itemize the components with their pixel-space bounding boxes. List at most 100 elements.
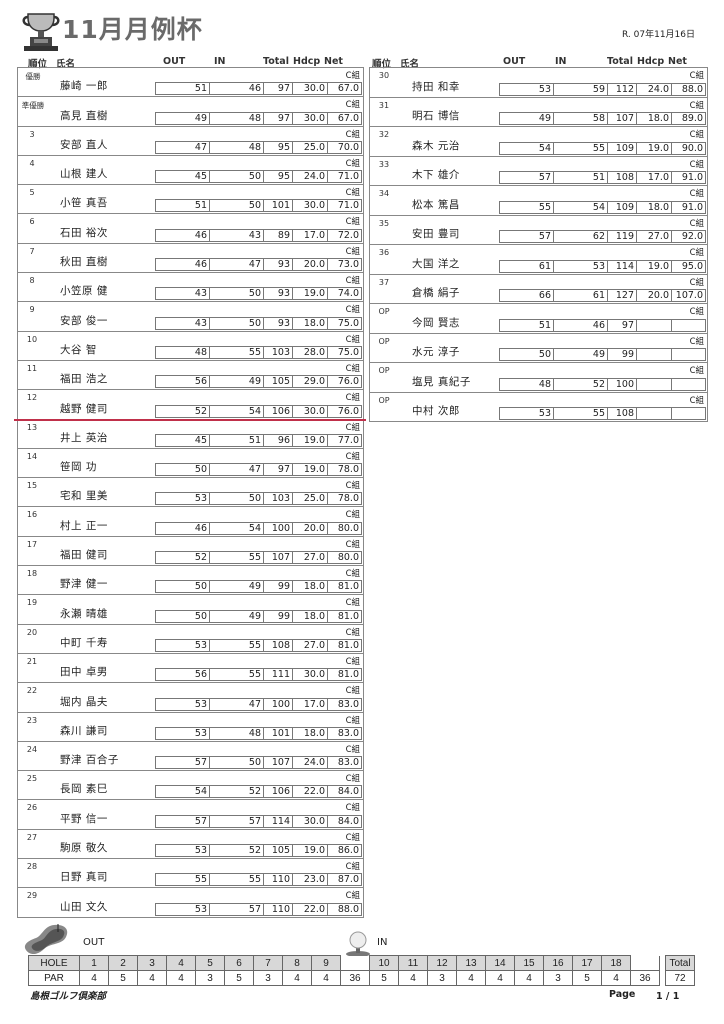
score-box: 53 55 108 27.0 81.0 [155, 638, 362, 652]
table-row: OP 水元 淳子 C組 50 49 99 [370, 334, 707, 363]
handicap: 18.0 [293, 581, 328, 593]
rank: 31 [378, 100, 390, 110]
in-score: 62 [554, 231, 608, 242]
handicap: 18.0 [293, 727, 328, 739]
total-score: 107 [264, 757, 293, 769]
table-row: 4 山根 建人 C組 45 50 95 24.0 71.0 [18, 156, 363, 186]
net-score: 83.0 [337, 698, 359, 710]
rank: 14 [26, 451, 38, 461]
group-label: C組 [345, 569, 360, 580]
rank: 28 [26, 862, 38, 872]
player-name: 木下 雄介 [412, 169, 460, 181]
par-value: 3 [253, 970, 283, 986]
net-score: 87.0 [337, 874, 359, 886]
rank: 8 [29, 276, 35, 286]
player-name: 明石 博信 [412, 110, 460, 122]
player-name: 森木 元治 [412, 139, 460, 152]
group-label: C組 [345, 100, 360, 111]
out-score: 57 [500, 231, 554, 242]
par-value: 3 [543, 970, 573, 986]
in-par-total: 36 [630, 970, 660, 986]
rank: 30 [378, 71, 390, 80]
total-score: 100 [264, 522, 293, 534]
in-score: 50 [210, 171, 264, 183]
player-name: 松本 篤昌 [412, 198, 460, 211]
player-name: 中村 次郎 [412, 405, 460, 417]
group-label: C組 [345, 656, 360, 667]
player-name: 野津 百合子 [60, 754, 119, 767]
net-score: 91.0 [681, 201, 703, 213]
score-box: 50 47 97 19.0 78.0 [155, 463, 362, 477]
golf-ball-icon [346, 931, 370, 957]
handicap [637, 408, 672, 419]
handicap: 18.0 [637, 113, 672, 124]
player-name: 水元 淳子 [412, 346, 460, 358]
out-score: 48 [156, 346, 210, 358]
group-label: C組 [345, 862, 360, 873]
out-score: 46 [156, 229, 210, 241]
rank: 4 [29, 158, 35, 168]
net-score: 80.0 [337, 522, 359, 534]
net-score: 95.0 [681, 260, 703, 272]
in-score: 55 [554, 142, 608, 154]
player-name: 駒原 敬久 [60, 842, 108, 855]
group-label: C組 [345, 891, 360, 902]
par-value: 5 [369, 970, 399, 986]
hole-number: 15 [514, 955, 544, 971]
player-name: 安部 直人 [60, 138, 108, 151]
group-label: C組 [689, 277, 704, 288]
in-score: 52 [210, 786, 264, 798]
out-score: 54 [156, 786, 210, 798]
hole-number: 4 [166, 955, 196, 971]
table-row: 21 田中 卓男 C組 56 55 111 30.0 81.0 [18, 654, 363, 684]
hole-number: 7 [253, 955, 283, 971]
score-box: 53 57 110 22.0 88.0 [155, 902, 362, 916]
table-row: 11 福田 浩之 C組 56 49 105 29.0 76.0 [18, 361, 363, 391]
net-score: 73.0 [337, 259, 359, 271]
par-value: 5 [224, 970, 254, 986]
handicap: 18.0 [637, 201, 672, 213]
handicap: 27.0 [293, 552, 328, 564]
out-score: 53 [156, 698, 210, 710]
table-row: 12 越野 健司 C組 52 54 106 30.0 76.0 [18, 390, 363, 420]
total-score: 108 [608, 172, 637, 183]
rank: 35 [378, 218, 390, 228]
table-row: 20 中町 千寿 C組 53 55 108 27.0 81.0 [18, 625, 363, 654]
net-score: 78.0 [337, 464, 359, 476]
rank: 優勝 [25, 72, 41, 81]
rank: 27 [26, 832, 38, 842]
net-score: 81.0 [337, 639, 359, 651]
in-score: 47 [210, 259, 264, 271]
table-row: 7 秋田 直樹 C組 46 47 93 20.0 73.0 [18, 244, 363, 274]
group-label: C組 [345, 744, 360, 755]
hole-number: 11 [398, 955, 428, 971]
player-name: 山田 文久 [60, 900, 108, 913]
handicap: 18.0 [293, 317, 328, 329]
in-score: 55 [210, 669, 264, 681]
header-total: Total [607, 56, 633, 67]
group-label: C組 [345, 305, 360, 316]
par-value: 4 [485, 970, 515, 986]
hole-number: 1 [79, 955, 109, 971]
in-score: 57 [210, 815, 264, 827]
in-score: 48 [210, 727, 264, 739]
handicap: 30.0 [293, 112, 328, 124]
net-score: 83.0 [337, 757, 359, 769]
in-score: 43 [210, 229, 264, 241]
in-score: 61 [554, 290, 608, 301]
club-name: 島根ゴルフ倶楽部 [30, 991, 107, 1002]
score-box: 43 50 93 19.0 74.0 [155, 287, 362, 301]
out-score: 50 [156, 610, 210, 622]
par-value: 4 [166, 970, 196, 986]
table-row: 13 井上 英治 C組 45 51 96 19.0 77.0 [18, 420, 363, 449]
rank: 32 [378, 130, 390, 139]
hole-label: HOLE [28, 955, 80, 971]
group-label: C組 [689, 336, 704, 347]
player-name: 宅和 里美 [60, 490, 108, 503]
score-box: 47 48 95 25.0 70.0 [155, 140, 362, 154]
hole-number: 13 [456, 955, 486, 971]
par-value: 5 [572, 970, 602, 986]
total-score: 106 [264, 405, 293, 417]
in-score: 52 [554, 378, 608, 390]
net-score: 88.0 [337, 903, 359, 915]
